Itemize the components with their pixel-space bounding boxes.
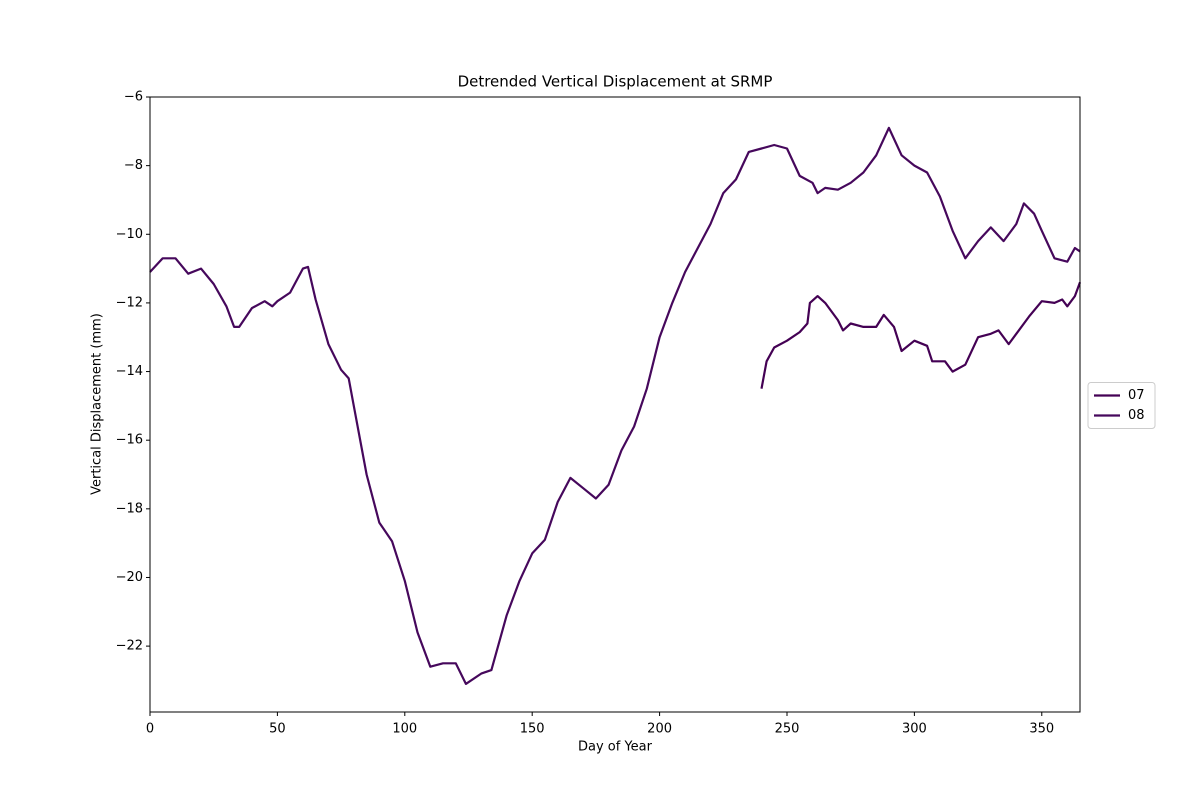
x-axis-label: Day of Year [578,740,653,755]
data-line [149,126,1081,685]
x-tick-label: 350 [1029,722,1054,737]
plot-frame [149,96,1081,713]
y-tick-label: −10 [116,227,143,242]
x-tick-label: 100 [392,722,417,737]
y-tick-label: −20 [116,570,143,585]
y-axis-label: Vertical Displacement (mm) [90,313,105,495]
y-tick-label: −22 [116,639,143,654]
y-tick-label: −8 [124,158,143,173]
data-line [760,281,1082,389]
x-tick-label: 150 [520,722,545,737]
legend-label: 07 [1128,388,1145,403]
chart-title: Detrended Vertical Displacement at SRMP [458,73,773,91]
y-tick-label: −12 [116,295,143,310]
x-tick-label: 300 [902,722,927,737]
x-tick-label: 0 [146,722,154,737]
y-tick-label: −6 [124,90,143,105]
legend-label: 08 [1128,408,1145,423]
y-tick-label: −14 [116,364,143,379]
legend-box [1087,382,1156,429]
x-tick-label: 50 [269,722,286,737]
x-tick-label: 200 [647,722,672,737]
y-tick-label: −18 [116,501,143,516]
y-tick-label: −16 [116,433,143,448]
x-tick-label: 250 [775,722,800,737]
